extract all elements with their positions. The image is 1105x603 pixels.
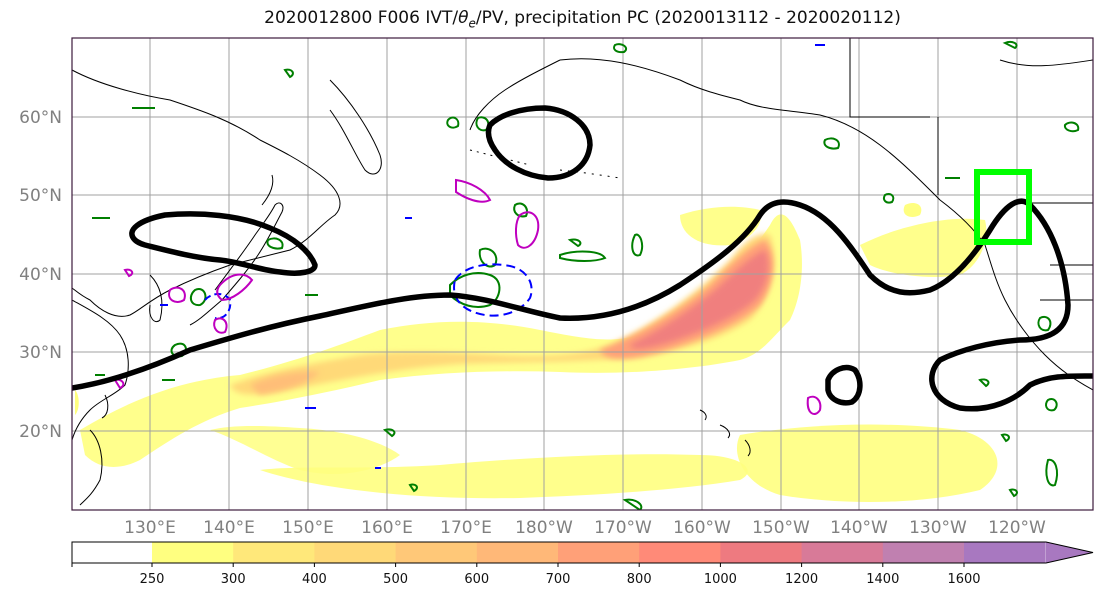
lat-label: 60°N	[19, 108, 62, 128]
lon-label: 170°W	[594, 518, 652, 538]
colorbar: 250 300 400 500 600 700 800 1000 1200 1400 1600	[71, 541, 1094, 587]
lon-label: 160°E	[361, 518, 413, 538]
colorbar-segment	[476, 542, 559, 563]
colorbar-outline	[71, 541, 1094, 564]
map-title: 2020012800 F006 IVT/θe/PV, precipitation…	[264, 8, 901, 31]
lon-label: 130°W	[909, 518, 967, 538]
lon-label: 150°W	[752, 518, 810, 538]
colorbar-tick-label: 800	[627, 572, 652, 587]
colorbar-segment	[152, 542, 234, 563]
colorbar-tick-label: 1600	[947, 572, 980, 587]
colorbar-extension-arrow	[1046, 542, 1093, 563]
lon-label: 140°E	[203, 518, 255, 538]
coastlines	[72, 38, 1093, 506]
colorbar-segment	[964, 542, 1046, 563]
ivt-shading	[75, 203, 998, 502]
lon-label: 130°E	[124, 518, 176, 538]
colorbar-segment-white	[72, 542, 152, 563]
lon-label: 120°W	[988, 518, 1046, 538]
lon-label: 140°W	[830, 518, 888, 538]
black-contours	[72, 105, 1093, 412]
lat-label: 30°N	[19, 343, 62, 363]
colorbar-segment	[801, 542, 884, 563]
colorbar-tick-label: 250	[140, 572, 165, 587]
lat-label: 50°N	[19, 186, 62, 206]
colorbar-segment	[233, 542, 315, 563]
colorbar-segment	[720, 542, 803, 563]
colorbar-segment	[639, 542, 721, 563]
colorbar-segment	[314, 542, 397, 563]
lon-label: 160°W	[673, 518, 731, 538]
lat-label: 20°N	[19, 422, 62, 442]
colorbar-tick-label: 600	[464, 572, 489, 587]
colorbar-tick-label: 400	[302, 572, 327, 587]
colorbar-tick-label: 1400	[866, 572, 899, 587]
colorbar-tick-label: 1000	[704, 572, 737, 587]
colorbar-tick-label: 700	[546, 572, 571, 587]
colorbar-tick-label: 500	[383, 572, 408, 587]
target-region-box	[974, 169, 1032, 245]
colorbar-tick-label: 1200	[785, 572, 818, 587]
colorbar-segment	[395, 542, 478, 563]
longitude-labels: 130°E 140°E 150°E 160°E 170°E 180°W 170°…	[124, 518, 1046, 538]
colorbar-tick-label: 300	[221, 572, 246, 587]
lon-label: 170°E	[440, 518, 492, 538]
lat-label: 40°N	[19, 265, 62, 285]
latitude-labels: 60°N 50°N 40°N 30°N 20°N	[19, 108, 62, 442]
colorbar-segment	[882, 542, 965, 563]
precip-contours	[113, 178, 822, 415]
pv-contours-blue	[160, 44, 825, 469]
colorbar-segment	[558, 542, 640, 563]
pv-contours-green	[92, 40, 1080, 510]
lon-label: 180°W	[515, 518, 573, 538]
map-frame	[71, 37, 1094, 511]
lon-label: 150°E	[282, 518, 334, 538]
